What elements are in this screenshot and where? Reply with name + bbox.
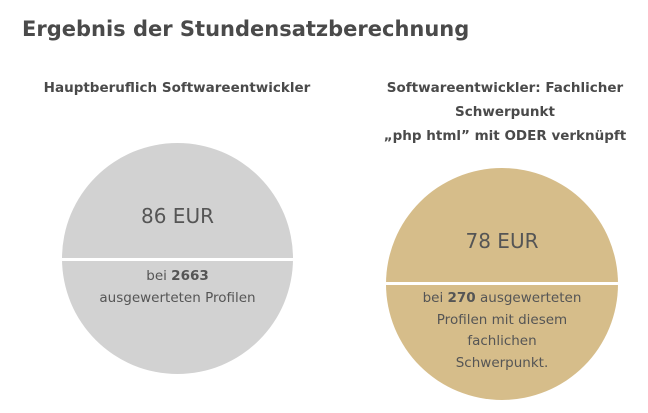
right-profile-line-2: Profilen mit diesem [436, 311, 568, 328]
right-result-heading: Softwareentwickler: Fachlicher Schwerpun… [360, 76, 648, 148]
right-circle-divider [386, 282, 618, 285]
left-profile-line-2: ausgewerteten Profilen [99, 289, 256, 306]
right-heading-line-1: Softwareentwickler: Fachlicher [386, 80, 624, 96]
right-result-circle: 78 EUR bei 270 ausgewerteten Profilen mi… [386, 168, 618, 400]
right-profile-line-4: Schwerpunkt. [455, 354, 549, 371]
right-profile-prefix: bei [422, 290, 448, 306]
left-profile-prefix: bei [146, 268, 172, 284]
right-profile-line-1: bei 270 ausgewerteten [386, 288, 618, 310]
left-result-heading: Hauptberuflich Softwareentwickler [43, 80, 311, 96]
right-profile-suffix: ausgewerteten [475, 290, 582, 306]
right-profile-count: 270 [447, 290, 476, 306]
left-profile-info: bei 2663 ausgewerteten Profilen [62, 266, 293, 309]
left-circle-divider [62, 258, 293, 261]
right-profile-line-3: fachlichen [467, 333, 537, 349]
right-heading-line-2: Schwerpunkt [455, 104, 555, 120]
right-profile-info: bei 270 ausgewerteten Profilen mit diese… [386, 288, 618, 374]
left-profile-count: 2663 [171, 268, 209, 284]
left-profile-line-1: bei 2663 [62, 266, 293, 288]
right-hourly-rate: 78 EUR [465, 229, 539, 253]
page-title: Ergebnis der Stundensatzberechnung [22, 17, 470, 41]
left-hourly-rate: 86 EUR [141, 204, 214, 228]
left-result-circle: 86 EUR bei 2663 ausgewerteten Profilen [62, 143, 293, 374]
right-heading-line-3: „php html” mit ODER verknüpft [383, 128, 627, 144]
